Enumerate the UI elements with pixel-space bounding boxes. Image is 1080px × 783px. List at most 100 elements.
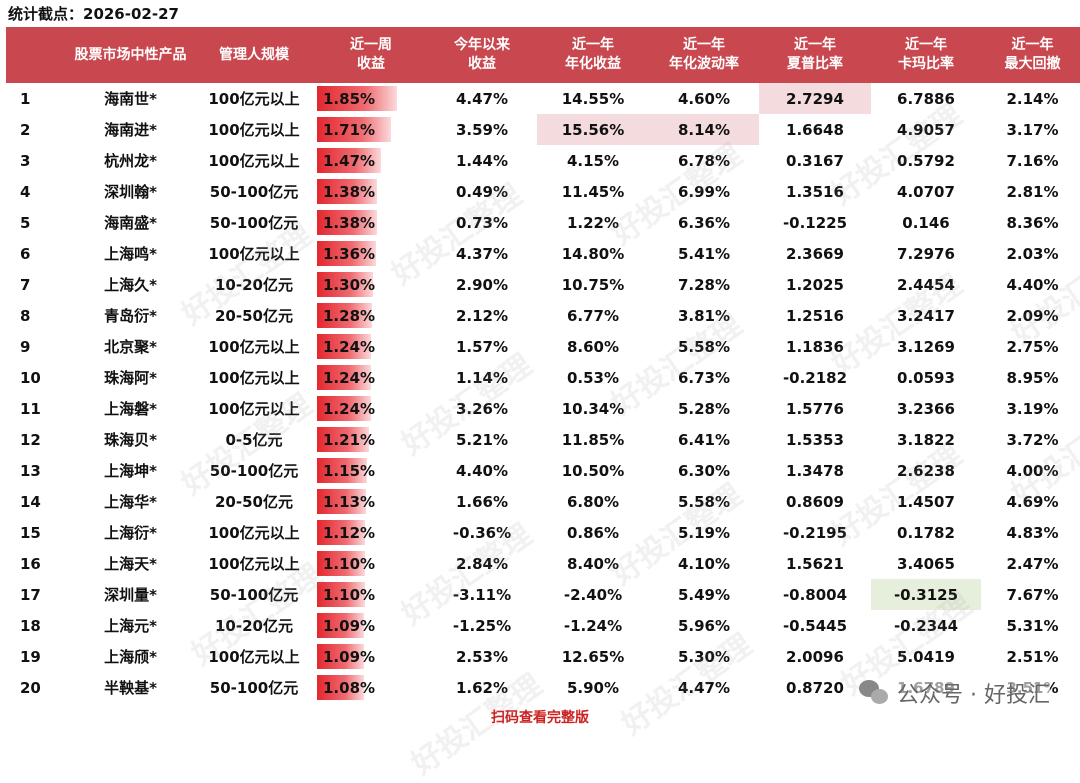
mdd-cell: 7.67% <box>1006 585 1059 604</box>
sharpe-cell: 1.5776 <box>786 399 844 418</box>
scale-cell: 100亿元以上 <box>208 400 300 418</box>
calmar-cell: 6.7886 <box>897 89 955 108</box>
week-return-value: 1.36% <box>323 244 376 263</box>
ann-return-cell: 11.45% <box>561 182 625 201</box>
table-row: 17 深圳量* 50-100亿元 1.10% -3.11% -2.40% 5.49% -0.8… <box>6 579 1080 610</box>
week-return-value: 1.12% <box>323 523 376 542</box>
ann-return-cell: 8.40% <box>566 554 620 573</box>
sharpe-cell: 2.7294 <box>759 83 871 114</box>
ytd-cell: 2.53% <box>455 647 509 666</box>
ytd-cell: 2.90% <box>455 275 509 294</box>
calmar-cell: 0.1782 <box>897 523 955 542</box>
ann-vol-cell: 5.49% <box>677 585 731 604</box>
ytd-cell: 4.40% <box>455 461 509 480</box>
calmar-cell: 2.6238 <box>897 461 955 480</box>
ytd-cell: 3.59% <box>455 120 509 139</box>
sharpe-cell: 1.1836 <box>786 337 844 356</box>
ann-vol-cell: 8.14% <box>649 114 759 145</box>
mdd-cell: 2.75% <box>1006 337 1059 356</box>
name-cell: 上海元* <box>104 617 157 635</box>
week-return-cell: 1.09% <box>315 610 427 641</box>
ann-vol-cell: 5.58% <box>677 337 731 356</box>
week-return-cell: 1.24% <box>315 331 427 362</box>
table-row: 16 上海天* 100亿元以上 1.10% 2.84% 8.40% 4.10% 1.5621 3… <box>6 548 1080 579</box>
week-return-value: 1.09% <box>323 647 376 666</box>
week-return-bar <box>317 210 377 235</box>
week-return-bar <box>317 272 374 297</box>
week-return-bar <box>317 241 376 266</box>
week-return-bar <box>317 148 381 173</box>
sharpe-cell: 1.5353 <box>786 430 844 449</box>
table-row: 6 上海鸣* 100亿元以上 1.36% 4.37% 14.80% 5.41% 2.3669 7… <box>6 238 1080 269</box>
table-row: 14 上海华* 20-50亿元 1.13% 1.66% 6.80% 5.58% 0.8609 1… <box>6 486 1080 517</box>
rank-cell: 18 <box>20 616 41 635</box>
week-return-bar <box>317 520 366 545</box>
week-return-value: 1.24% <box>323 368 376 387</box>
ytd-cell: 1.66% <box>455 492 509 511</box>
week-return-value: 1.30% <box>323 275 376 294</box>
product-ranking-table: 股票市场中性产品 管理人规模 近一周 收益 今年以来 收益 近一年 年化收益 近一年 年化… <box>6 27 1080 703</box>
ann-vol-cell: 4.10% <box>677 554 731 573</box>
sharpe-cell: 0.3167 <box>786 151 844 170</box>
calmar-cell: 3.4065 <box>897 554 955 573</box>
mdd-cell: 2.14% <box>1006 89 1059 108</box>
week-return-value: 1.38% <box>323 213 376 232</box>
rank-cell: 19 <box>20 647 41 666</box>
week-return-bar <box>317 303 373 328</box>
week-return-value: 1.21% <box>323 430 376 449</box>
column-header: 近一周 收益 <box>315 27 427 83</box>
calmar-cell: 3.2366 <box>897 399 955 418</box>
week-return-cell: 1.71% <box>315 114 427 145</box>
name-cell: 深圳量* <box>104 586 157 604</box>
column-header: 近一年 最大回撤 <box>981 27 1080 83</box>
column-header: 今年以来 收益 <box>427 27 537 83</box>
sharpe-cell: -0.2182 <box>782 368 848 387</box>
wechat-icon <box>859 680 889 706</box>
week-return-value: 1.15% <box>323 461 376 480</box>
column-header: 近一年 卡玛比率 <box>871 27 981 83</box>
rank-cell: 14 <box>20 492 41 511</box>
mdd-cell: 2.47% <box>1006 554 1059 573</box>
ytd-cell: 0.49% <box>455 182 509 201</box>
week-return-value: 1.24% <box>323 337 376 356</box>
ytd-cell: -1.25% <box>452 616 512 635</box>
table-header-row: 股票市场中性产品 管理人规模 近一周 收益 今年以来 收益 近一年 年化收益 近一年 年化… <box>6 27 1080 83</box>
scale-cell: 100亿元以上 <box>208 555 300 573</box>
week-return-bar <box>317 675 364 700</box>
name-cell: 北京聚* <box>104 338 157 356</box>
account-badge: 公众号 · 好投汇 <box>859 677 1050 709</box>
name-cell: 上海磐* <box>104 400 157 418</box>
mdd-cell: 8.36% <box>1006 213 1059 232</box>
ann-return-cell: 14.80% <box>561 244 625 263</box>
scale-cell: 20-50亿元 <box>215 307 293 325</box>
week-return-cell: 1.24% <box>315 362 427 393</box>
week-return-value: 1.38% <box>323 182 376 201</box>
week-return-value: 1.09% <box>323 616 376 635</box>
sharpe-cell: 1.3516 <box>786 182 844 201</box>
ytd-cell: -0.36% <box>452 523 512 542</box>
name-cell: 珠海阿* <box>104 369 157 387</box>
rank-cell: 6 <box>20 244 31 263</box>
account-label: 公众号 · 好投汇 <box>897 683 1050 708</box>
ann-vol-cell: 3.81% <box>677 306 731 325</box>
sharpe-cell: 0.8720 <box>786 678 844 697</box>
sharpe-cell: -0.8004 <box>782 585 848 604</box>
sharpe-cell: 1.6648 <box>786 120 844 139</box>
week-return-bar <box>317 396 371 421</box>
ann-return-cell: 10.34% <box>561 399 625 418</box>
mdd-cell: 2.09% <box>1006 306 1059 325</box>
scan-full-version-link[interactable]: 扫码查看完整版 <box>491 710 589 726</box>
ytd-cell: 1.62% <box>455 678 509 697</box>
ann-return-cell: -1.24% <box>563 616 623 635</box>
ytd-cell: 1.44% <box>455 151 509 170</box>
name-cell: 上海久* <box>104 276 157 294</box>
table-row: 8 青岛衍* 20-50亿元 1.28% 2.12% 6.77% 3.81% 1.2516 3.… <box>6 300 1080 331</box>
ann-vol-cell: 4.47% <box>677 678 731 697</box>
sharpe-cell: 1.2025 <box>786 275 844 294</box>
table-row: 15 上海衍* 100亿元以上 1.12% -0.36% 0.86% 5.19% -0.219… <box>6 517 1080 548</box>
name-cell: 海南盛* <box>104 214 157 232</box>
rank-cell: 2 <box>20 120 31 139</box>
ann-return-cell: 12.65% <box>561 647 625 666</box>
week-return-cell: 1.47% <box>315 145 427 176</box>
name-cell: 深圳翰* <box>104 183 157 201</box>
